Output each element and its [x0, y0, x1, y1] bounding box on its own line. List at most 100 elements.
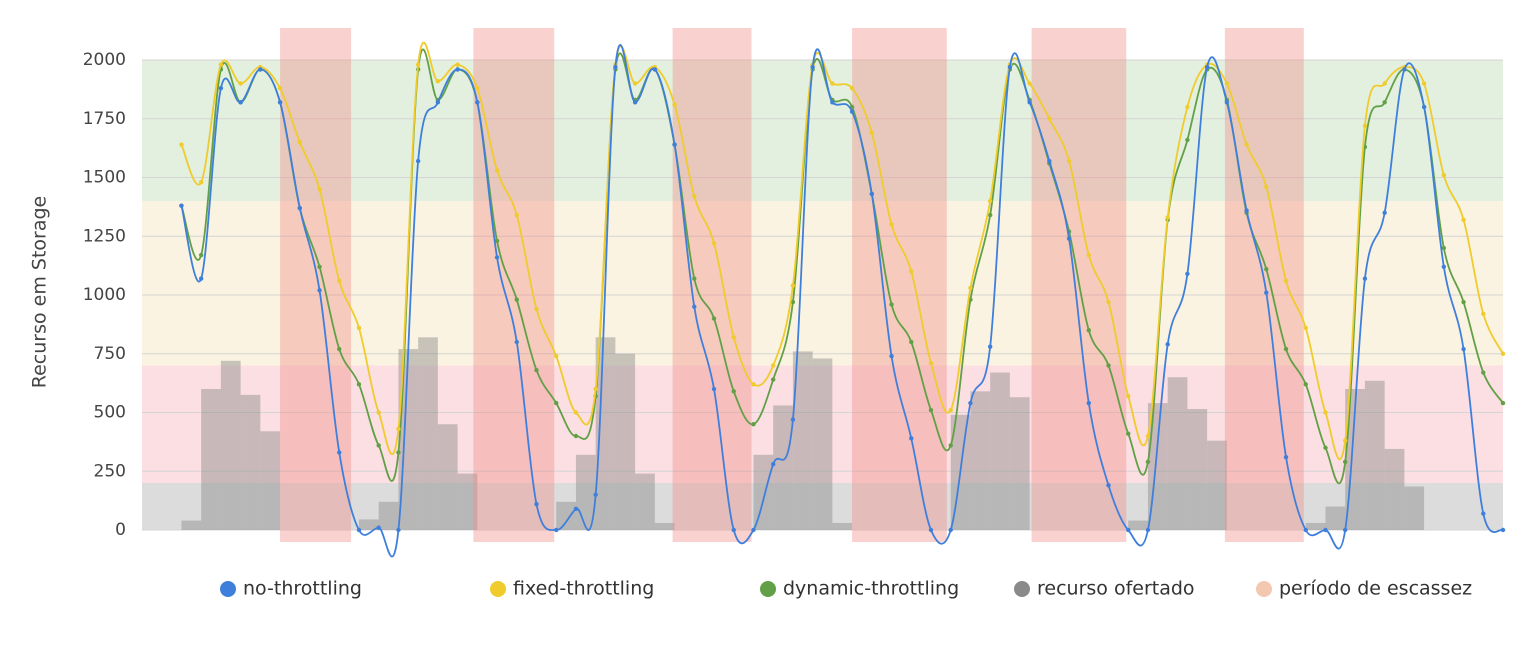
series-point	[1066, 236, 1072, 241]
series-point	[968, 400, 973, 406]
series-point	[652, 67, 658, 72]
series-point	[1185, 137, 1190, 143]
series-point	[238, 81, 243, 86]
series-point	[1106, 299, 1111, 305]
series-point	[692, 276, 697, 281]
series-point	[356, 325, 362, 331]
offer-bar	[437, 424, 458, 530]
series-point	[573, 506, 579, 512]
offer-bar	[1404, 486, 1425, 530]
series-point	[534, 368, 539, 373]
legend-label: período de escassez	[1279, 578, 1472, 600]
series-point	[1323, 445, 1328, 450]
offer-bar	[201, 389, 221, 530]
offer-bar	[260, 431, 281, 530]
series-point	[455, 67, 460, 72]
series-point	[337, 278, 342, 284]
offer-bar	[1325, 506, 1346, 530]
series-point	[1481, 311, 1486, 316]
series-point	[1145, 433, 1151, 439]
series-point	[1086, 400, 1091, 406]
series-point	[909, 269, 914, 274]
series-point	[337, 450, 342, 455]
series-point	[711, 316, 717, 321]
series-point	[1382, 81, 1387, 86]
series-point	[1303, 325, 1308, 331]
series-point	[218, 62, 224, 67]
series-point	[317, 187, 322, 192]
series-point	[494, 255, 500, 260]
offer-bar	[990, 372, 1010, 530]
series-point	[593, 386, 598, 392]
series-point	[258, 67, 263, 72]
series-point	[1165, 215, 1170, 220]
offer-bar	[181, 520, 202, 530]
series-point	[770, 363, 776, 368]
series-point	[277, 100, 283, 105]
series-point	[1126, 431, 1131, 436]
series-point	[849, 86, 855, 91]
series-point	[534, 306, 539, 312]
series-point	[1441, 264, 1447, 269]
offer-bar	[753, 454, 774, 530]
offer-bar	[812, 358, 833, 530]
series-point	[711, 241, 717, 246]
series-point	[1047, 158, 1052, 164]
legend-marker	[220, 581, 236, 597]
series-point	[356, 382, 362, 387]
series-point	[1303, 527, 1308, 533]
series-point	[830, 100, 835, 105]
zone-band	[142, 483, 1503, 530]
legend-label: dynamic-throttling	[783, 578, 959, 600]
offer-bar	[1128, 520, 1148, 530]
series-point	[1224, 100, 1230, 105]
series-point	[987, 198, 993, 204]
series-point	[1343, 459, 1348, 465]
legend-label: no-throttling	[243, 578, 362, 600]
series-point	[889, 222, 894, 227]
series-point	[514, 297, 519, 302]
offer-bar	[832, 522, 853, 530]
y-tick-label: 1000	[83, 285, 126, 305]
series-point	[613, 64, 618, 70]
series-point	[692, 304, 697, 309]
series-point	[317, 288, 322, 293]
y-tick-label: 250	[94, 461, 126, 481]
offer-bar	[773, 405, 793, 530]
series-point	[1461, 346, 1466, 352]
series-point	[1264, 290, 1269, 295]
series-point	[1126, 527, 1131, 533]
series-point	[1204, 64, 1210, 70]
series-point	[435, 100, 441, 105]
y-axis-label: Recurso em Storage	[29, 196, 51, 388]
series-point	[1323, 410, 1328, 415]
series-point	[415, 62, 421, 67]
series-point	[869, 130, 875, 136]
series-point	[632, 100, 638, 105]
series-point	[948, 443, 953, 448]
series-point	[1185, 271, 1190, 277]
y-tick-label: 1500	[83, 168, 126, 188]
series-point	[297, 205, 302, 211]
series-point	[317, 264, 322, 269]
series-point	[830, 81, 835, 86]
series-point	[770, 462, 776, 467]
series-point	[1283, 278, 1289, 284]
series-point	[297, 140, 302, 145]
series-point	[711, 386, 717, 392]
series-point	[1382, 210, 1387, 215]
series-point	[1461, 217, 1466, 222]
series-point	[376, 525, 381, 530]
series-point	[810, 64, 815, 70]
zone-band	[142, 201, 1503, 366]
series-point	[396, 450, 401, 455]
series-point	[928, 407, 934, 413]
offer-bar	[398, 349, 419, 530]
scarcity-period	[473, 28, 555, 542]
series-point	[1362, 276, 1368, 281]
series-point	[928, 527, 934, 533]
series-point	[1362, 123, 1368, 128]
offer-bar	[792, 351, 813, 530]
y-tick-label: 0	[115, 520, 126, 540]
series-point	[1402, 67, 1407, 72]
